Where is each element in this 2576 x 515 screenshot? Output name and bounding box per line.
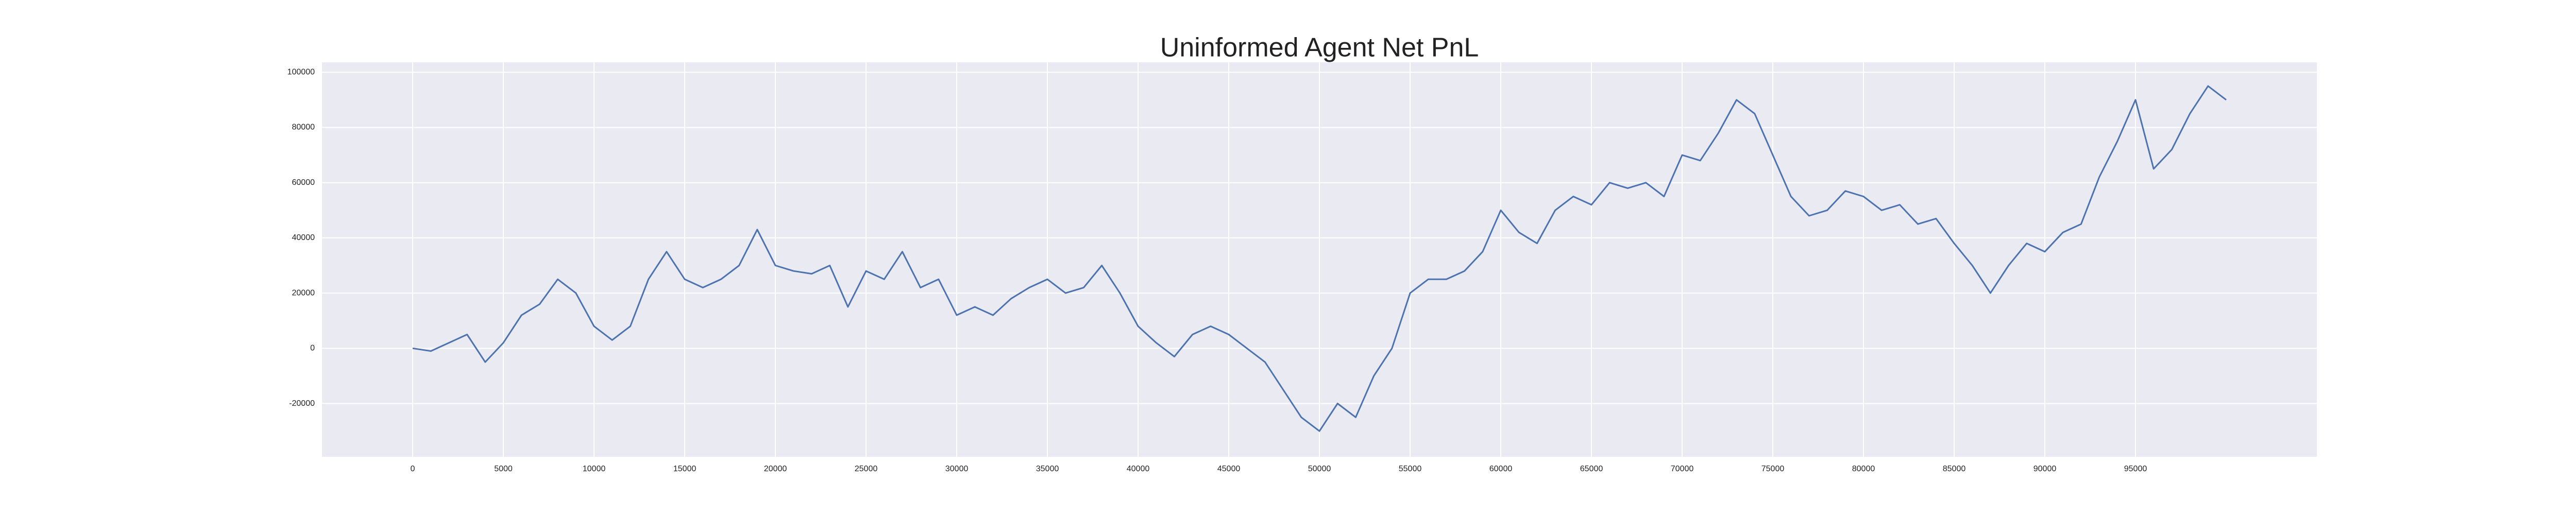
y-tick-label: 20000 [292, 288, 315, 297]
x-tick-label: 35000 [1036, 465, 1059, 473]
x-tick-label: 0 [411, 465, 415, 473]
x-tick-label: 30000 [945, 465, 969, 473]
x-tick-label: 50000 [1308, 465, 1331, 473]
x-tick-label: 85000 [1943, 465, 1966, 473]
x-tick-label: 95000 [2124, 465, 2147, 473]
x-tick-label: 20000 [764, 465, 787, 473]
x-tick-label: 55000 [1399, 465, 1422, 473]
x-tick-label: 10000 [583, 465, 606, 473]
y-tick-label: 80000 [292, 123, 315, 132]
x-tick-label: 15000 [673, 465, 697, 473]
x-tick-label: 45000 [1217, 465, 1241, 473]
y-tick-label: -20000 [289, 399, 315, 408]
y-tick-label: 60000 [292, 178, 315, 187]
x-tick-label: 5000 [494, 465, 513, 473]
data-line [412, 85, 2227, 432]
y-tick-label: 100000 [287, 68, 315, 77]
x-tick-label: 90000 [2033, 465, 2057, 473]
x-tick-label: 75000 [1761, 465, 1785, 473]
chart-title: Uninformed Agent Net PnL [1160, 33, 1479, 63]
x-tick-label: 60000 [1489, 465, 1513, 473]
y-tick-label: 40000 [292, 233, 315, 242]
y-tick-label: 0 [310, 344, 315, 353]
x-tick-label: 80000 [1852, 465, 1875, 473]
x-tick-label: 40000 [1127, 465, 1150, 473]
x-tick-label: 25000 [855, 465, 878, 473]
x-tick-label: 65000 [1580, 465, 1603, 473]
x-tick-label: 70000 [1671, 465, 1694, 473]
